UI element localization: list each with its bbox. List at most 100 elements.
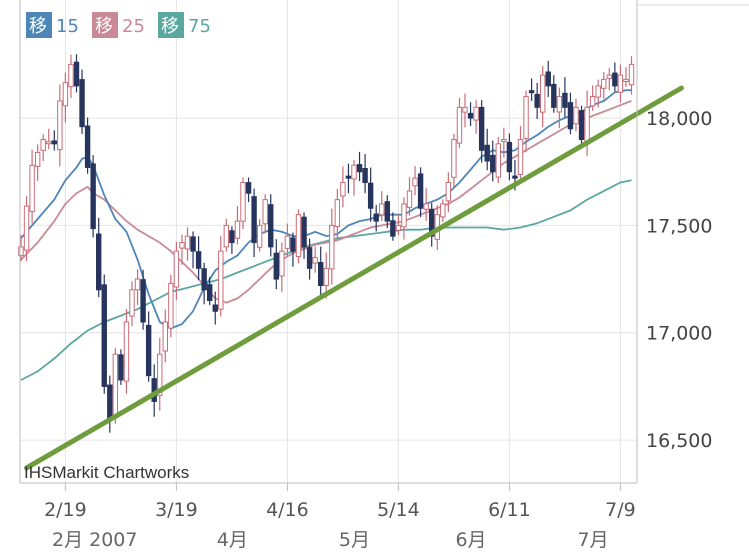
grid	[20, 0, 637, 483]
legend-ma15-badge-text: 移	[29, 16, 47, 37]
candle-up	[29, 164, 35, 213]
candle-up	[451, 139, 457, 178]
candle-down	[229, 230, 235, 244]
candle-up	[445, 181, 452, 202]
x-tick-label: 3/19	[155, 499, 198, 521]
candle-up	[601, 78, 607, 89]
candle-up	[517, 139, 524, 175]
candle-down	[51, 140, 57, 145]
candle-up	[628, 63, 635, 86]
candle-up	[173, 250, 180, 288]
candle-up	[112, 353, 119, 418]
candle-up	[62, 82, 69, 107]
ma15-line	[20, 89, 632, 330]
x-tick-label: 4/16	[266, 499, 309, 521]
x-tick-label: 5/14	[377, 499, 420, 521]
candle-down	[151, 378, 157, 402]
candle-up	[379, 203, 385, 216]
moving-averages	[20, 89, 632, 381]
legend-ma15-badge	[26, 12, 52, 38]
candle-down	[73, 61, 80, 87]
candle-up	[323, 267, 329, 287]
legend-ma15-label: 15	[56, 16, 79, 37]
x-tick-label: 6/11	[488, 499, 531, 521]
candle-up	[256, 224, 263, 248]
candle-down	[528, 90, 535, 94]
y-tick-label: 16,500	[646, 430, 712, 452]
chart-watermark: IHSMarkit Chartworks	[24, 463, 189, 482]
candle-down	[207, 284, 213, 302]
candle-down	[417, 173, 424, 209]
candle-down	[390, 220, 396, 237]
candle-up	[423, 203, 429, 210]
candle-down	[356, 164, 363, 173]
candle-down	[612, 72, 618, 87]
candle-up	[184, 235, 191, 250]
legend-ma25[interactable]: 移 25	[92, 12, 145, 38]
candle-up	[18, 246, 24, 257]
ma75-line	[20, 179, 632, 381]
candle-down	[367, 182, 374, 209]
candle-up	[123, 321, 130, 382]
candle-up	[334, 199, 341, 227]
candle-down	[384, 201, 391, 222]
candle-down	[534, 93, 540, 108]
candle-up	[401, 203, 407, 228]
candle-down	[551, 83, 557, 108]
candle-down	[345, 175, 352, 179]
candle-down	[140, 279, 146, 323]
candle-up	[279, 250, 285, 277]
candle-up	[440, 203, 446, 218]
candle-down	[273, 252, 280, 280]
candle-up	[46, 141, 52, 145]
candle-down	[90, 163, 96, 230]
candle-up	[606, 74, 612, 80]
candle-up	[40, 139, 46, 151]
candle-up	[68, 63, 74, 88]
candle-up	[262, 199, 268, 225]
legend-ma75[interactable]: 移 75	[158, 12, 211, 38]
candle-up	[501, 139, 507, 143]
x-tick-label: 2/19	[44, 499, 87, 521]
candle-up	[179, 242, 185, 249]
candle-up	[351, 164, 357, 180]
support-trendline	[24, 85, 684, 471]
legend-ma15[interactable]: 移 15	[26, 12, 79, 38]
candle-up	[218, 250, 224, 310]
candle-up	[589, 96, 596, 107]
candle-down	[562, 92, 568, 108]
candles	[18, 54, 635, 433]
legend-ma25-badge-text: 移	[95, 16, 113, 37]
candle-down	[467, 112, 474, 119]
candle-up	[523, 96, 529, 139]
candle-down	[118, 354, 124, 381]
legend-ma75-badge-text: 移	[161, 16, 179, 37]
candle-up	[134, 278, 141, 291]
candle-down	[84, 125, 91, 168]
candle-up	[556, 96, 563, 113]
candle-down	[506, 141, 513, 173]
legend-ma25-label: 25	[122, 16, 145, 37]
candle-up	[573, 106, 579, 125]
candle-down	[201, 268, 207, 291]
x-month-label: 6月	[455, 529, 486, 551]
candle-up	[495, 143, 502, 178]
candle-up	[312, 257, 318, 264]
candle-down	[195, 251, 202, 269]
y-tick-label: 17,000	[646, 323, 712, 345]
x-month-label: 5月	[339, 529, 370, 551]
x-month-label: 7月	[578, 529, 609, 551]
candle-down	[567, 102, 574, 130]
x-month-label: 4月	[217, 529, 248, 551]
legend-ma25-badge	[92, 12, 118, 38]
candle-up	[462, 106, 468, 113]
candle-up	[340, 181, 346, 197]
candle-up	[162, 321, 169, 352]
candle-up	[412, 177, 418, 187]
x-month-label: 2月 2007	[52, 529, 137, 551]
candle-down	[212, 304, 218, 312]
candle-up	[57, 100, 63, 151]
candle-down	[484, 144, 490, 162]
candle-up	[34, 151, 41, 167]
